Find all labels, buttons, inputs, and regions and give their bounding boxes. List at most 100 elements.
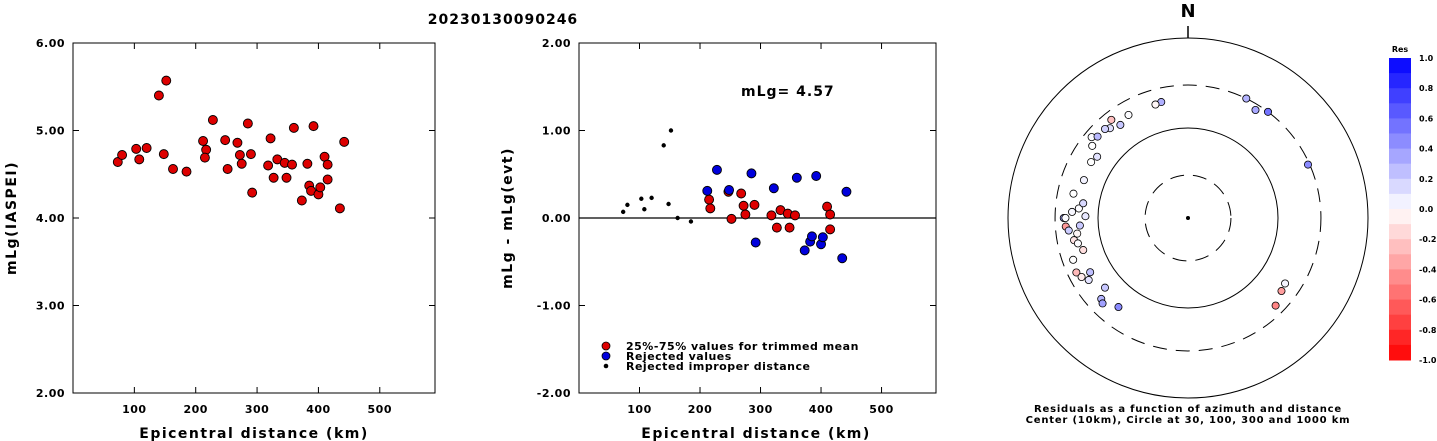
colorbar-cell — [1389, 209, 1411, 225]
improper-distance-point — [675, 215, 680, 221]
mlg-annotation: mLg= 4.57 — [741, 84, 835, 100]
station-point — [1088, 141, 1097, 150]
colorbar-tick-label: -0.4 — [1419, 265, 1437, 274]
colorbar-tick-label: 0.8 — [1419, 84, 1434, 93]
left-ticks: 100 200 300 400 500 2.00 3.00 4.00 5.00 6.00 — [36, 37, 435, 416]
mlg-point — [141, 143, 152, 153]
left-plot-frame — [72, 42, 436, 394]
mlg-point — [322, 159, 333, 170]
mlg-point — [334, 203, 345, 214]
station-point — [1068, 207, 1077, 216]
station-point — [1074, 204, 1083, 213]
colorbar-tick-label: 0.2 — [1419, 175, 1433, 184]
station-point — [1077, 272, 1086, 281]
rejected-point — [768, 183, 779, 194]
rejected-point — [841, 186, 852, 197]
colorbar-tick-label: 0.4 — [1419, 145, 1434, 154]
mlg-point — [158, 149, 169, 160]
mlg-point — [222, 164, 233, 174]
trimmed-point — [736, 188, 747, 199]
station-point — [1086, 268, 1095, 277]
mlg-point — [198, 136, 209, 146]
colorbar-cell — [1389, 224, 1411, 240]
distance-rings — [1007, 37, 1369, 399]
improper-distance-point — [639, 196, 644, 201]
colorbar-cell — [1389, 239, 1411, 255]
station-point — [1271, 301, 1280, 310]
rejected-point — [746, 168, 757, 179]
mlg-point — [134, 154, 145, 165]
colorbar-tick-label: 0.6 — [1419, 114, 1434, 123]
middle-y-tick-label: 0.00 — [542, 212, 571, 225]
colorbar-cell — [1389, 118, 1411, 134]
left-x-tick-label: 200 — [183, 403, 207, 416]
station-point — [1101, 124, 1110, 133]
mlg-point — [288, 122, 299, 133]
left-x-tick-label: 400 — [306, 403, 330, 416]
station-points — [1059, 94, 1312, 312]
trimmed-point — [766, 210, 777, 221]
colorbar-cell — [1389, 58, 1411, 74]
colorbar-tick-label: 1.0 — [1419, 54, 1434, 63]
colorbar-cell — [1389, 73, 1411, 89]
station-point — [1081, 212, 1090, 221]
mlg-point — [220, 135, 231, 146]
ring-100km — [1097, 127, 1279, 309]
epicenter-dot — [1186, 216, 1190, 220]
trimmed-point — [749, 199, 760, 210]
mlg-point — [232, 137, 243, 148]
rejected-point — [724, 185, 735, 195]
left-y-tick-label: 2.00 — [36, 387, 65, 400]
left-x-tick-label: 500 — [368, 403, 392, 416]
mlg-point — [339, 136, 350, 147]
legend-marker-rejected — [601, 351, 611, 361]
mlg-point — [247, 187, 258, 198]
station-point — [1107, 115, 1116, 124]
middle-points — [620, 128, 852, 264]
mlg-point — [265, 133, 276, 144]
ring-1000km — [1007, 37, 1369, 399]
improper-distance-point — [625, 202, 630, 208]
rejected-point — [791, 172, 802, 183]
station-point — [1114, 303, 1123, 312]
trimmed-point — [784, 222, 795, 233]
station-point — [1303, 160, 1312, 169]
rejected-point — [807, 231, 817, 242]
middle-x-tick-label: 500 — [869, 403, 893, 416]
station-point — [1124, 110, 1133, 119]
improper-distance-point — [688, 219, 694, 224]
colorbar-cell — [1389, 88, 1411, 104]
mlg-point — [287, 159, 297, 170]
middle-x-axis-label: Epicentral distance (km) — [641, 426, 870, 441]
improper-distance-point — [666, 201, 671, 207]
station-point — [1264, 107, 1273, 116]
middle-x-tick-label: 300 — [748, 403, 772, 416]
colorbar-cell — [1389, 314, 1411, 331]
station-point — [1075, 221, 1084, 230]
mlg-point — [161, 75, 172, 86]
colorbar-cell — [1389, 103, 1411, 119]
middle-x-tick-label: 400 — [809, 403, 833, 416]
mlg-point — [181, 166, 192, 177]
station-point — [1251, 106, 1260, 115]
improper-distance-point — [642, 207, 647, 212]
trimmed-point — [738, 200, 749, 211]
trimmed-point — [726, 213, 737, 224]
ring-300km — [1054, 84, 1322, 352]
colorbar-cells — [1389, 58, 1411, 361]
middle-y-tick-label: -2.00 — [537, 387, 571, 400]
mlg-point — [199, 152, 210, 163]
colorbar-title: Res — [1392, 45, 1409, 54]
mlg-point — [234, 150, 245, 160]
left-points — [112, 75, 350, 214]
mlg-point — [281, 172, 292, 183]
station-point — [1281, 279, 1290, 288]
colorbar-tick-label: -0.8 — [1419, 326, 1437, 335]
colorbar-tick-label: -1.0 — [1419, 356, 1437, 365]
improper-distance-point — [668, 128, 674, 133]
station-point — [1116, 120, 1125, 129]
legend-label-rejected: Rejected values — [626, 350, 732, 363]
trimmed-point — [825, 224, 836, 235]
mlg-point — [268, 172, 279, 183]
middle-y-tick-label: 2.00 — [542, 37, 571, 50]
